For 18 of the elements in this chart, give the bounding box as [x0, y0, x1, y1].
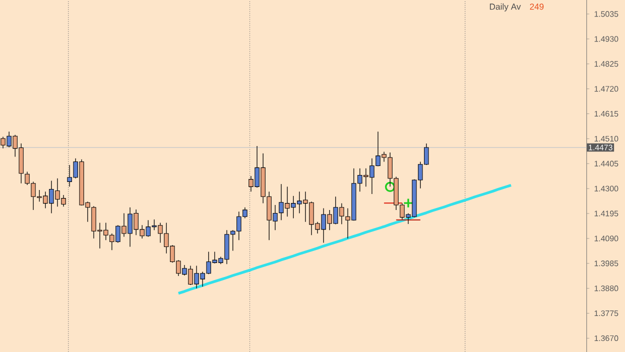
- y-tick-label: 1.3985: [594, 260, 618, 266]
- line-series: [177, 184, 512, 295]
- y-tick-label: 1.4615: [594, 110, 618, 117]
- y-tick-label: 1.4405: [594, 160, 618, 166]
- y-tick-label: 1.5035: [594, 11, 618, 17]
- y-tick-label: 1.3670: [594, 335, 618, 342]
- y-tick-label: 1.4195: [594, 210, 618, 216]
- y-tick-label: 1.4090: [594, 236, 618, 242]
- y-tick-label: 1.4930: [594, 36, 618, 42]
- y-tick-label: 1.4720: [594, 86, 618, 92]
- y-tick-label: 1.3880: [594, 286, 618, 292]
- annotation: 249: [530, 4, 544, 10]
- annotation: Daily Av: [490, 3, 521, 12]
- y-tick-label: 1.4825: [594, 61, 618, 67]
- y-tick-label: 1.4510: [594, 136, 618, 142]
- y-tick-label: 1.3775: [594, 310, 618, 316]
- y-tick-label: 1.4300: [594, 186, 618, 192]
- ref-line-label: 1.4473: [588, 144, 612, 150]
